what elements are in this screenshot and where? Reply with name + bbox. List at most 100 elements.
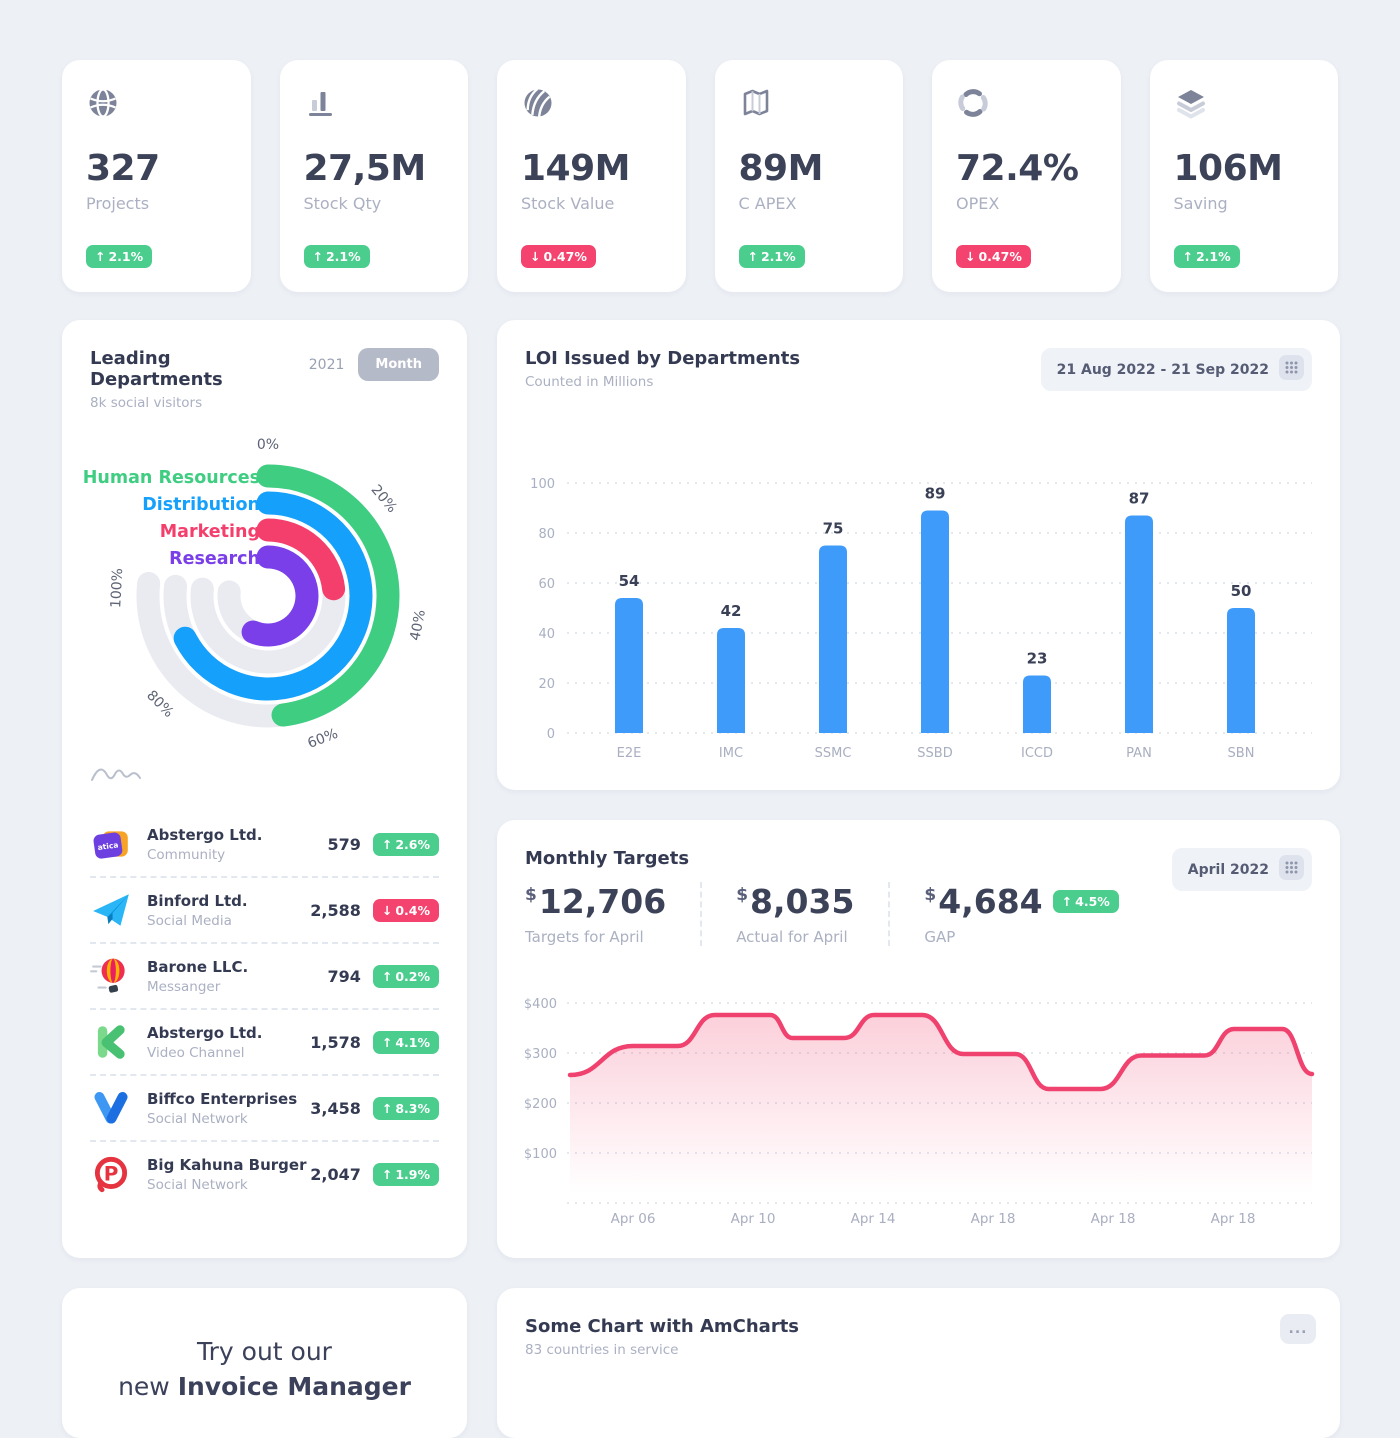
stat-value: 149M [521,148,662,189]
amcharts-header: Some Chart with AmCharts 83 countries in… [497,1288,1340,1358]
bar-value-label: 50 [1231,582,1252,600]
company-name: Abstergo Ltd. [147,826,327,844]
radial-scale-label: 20% [368,482,400,516]
stat-value: 27,5M [304,148,445,189]
y-tick-label: 100 [530,477,555,492]
company-name: Abstergo Ltd. [147,1024,310,1042]
x-tick-label: Apr 18 [1211,1211,1256,1227]
bar-IMC [717,628,745,733]
x-tick-label: Apr 18 [1091,1211,1136,1227]
layers-icon [1174,86,1208,120]
company-meta: Abstergo Ltd. Video Channel [147,1024,310,1061]
arrow-up-icon: ↑ [382,837,392,852]
map-icon [739,86,773,120]
y-tick-label: 0 [547,727,555,742]
bar-chart-icon [304,86,338,120]
company-value: 794 [327,967,360,986]
trend-badge: ↑0.2% [373,965,439,988]
legend-label: Distribution [62,492,260,519]
ellipsis-menu-button[interactable]: ... [1280,1314,1316,1344]
trend-badge: ↓0.47% [521,245,596,268]
arrow-up-icon: ↑ [382,1035,392,1050]
arrow-up-icon: ↑ [1183,249,1193,264]
arrow-down-icon: ↓ [530,249,540,264]
y-tick-label: 60 [538,577,555,592]
leading-departments-header: Leading Departments 8k social visitors 2… [62,320,467,411]
radial-scale-label: 0% [257,437,279,453]
card-title: Leading Departments [90,348,309,390]
bar-SSMC [819,546,847,734]
trend-badge: ↑2.1% [1174,245,1240,268]
loi-chart-card: LOI Issued by Departments Counted in Mil… [497,320,1340,790]
invoice-promo-card[interactable]: Try out our new Invoice Manager [62,1288,467,1438]
company-value: 1,578 [310,1033,361,1052]
company-meta: Barone LLC. Messanger [147,958,327,995]
company-meta: Binford Ltd.Social Media [147,892,310,929]
radial-arc-research [253,557,307,635]
monthly-targets-card: Monthly Targets April 2022 $12,706 Targe… [497,820,1340,1258]
company-name: Biffco Enterprises [147,1090,310,1108]
trend-badge: ↑8.3% [373,1097,439,1120]
v-logo-icon [90,1087,132,1129]
company-value: 579 [327,835,360,854]
stat-card-stock-value: 149M Stock Value ↓0.47% [497,60,686,292]
balloon-icon [90,955,132,997]
globe-icon [86,86,120,120]
stat-cards-row: 327 Projects ↑2.1% 27,5M Stock Qty ↑2.1% 149… [62,60,1338,292]
x-category-label: SSBD [917,746,952,761]
company-category: Messanger [147,979,327,995]
bar-SBN [1227,608,1255,733]
stat-value: 89M [739,148,880,189]
trend-badge: ↑2.1% [86,245,152,268]
x-category-label: IMC [719,746,743,761]
trend-badge: ↑2.6% [373,833,439,856]
atica-logo-icon: atica [90,823,132,865]
bar-value-label: 89 [925,485,946,503]
arrow-down-icon: ↓ [382,903,392,918]
arrow-up-icon: ↑ [95,249,105,264]
card-subtitle: 8k social visitors [90,395,309,411]
bar-E2E [615,598,643,733]
radial-scale-label: 100% [108,568,126,609]
company-name: Barone LLC. [147,958,327,976]
trend-badge: ↑4.1% [373,1031,439,1054]
company-value: 2,047 [310,1165,361,1184]
y-tick-label: $200 [524,1097,557,1112]
arrow-up-icon: ↑ [313,249,323,264]
arrow-up-icon: ↑ [382,969,392,984]
trend-badge: ↓0.4% [373,899,439,922]
year-label: 2021 [309,357,345,373]
company-meta: Abstergo Ltd.Community [147,826,327,863]
stat-label: Stock Value [521,194,662,213]
svg-text:P: P [104,1161,119,1185]
company-category: Video Channel [147,1045,310,1061]
y-tick-label: 40 [538,627,555,642]
stat-value: 327 [86,148,227,189]
company-name: Binford Ltd. [147,892,310,910]
stat-label: Stock Qty [304,194,445,213]
stat-label: OPEX [956,194,1097,213]
stat-label: Projects [86,194,227,213]
arrow-up-icon: ↑ [382,1101,392,1116]
company-category: Social Network [147,1111,310,1127]
trend-badge: ↑1.9% [373,1163,439,1186]
arrow-up-icon: ↑ [382,1167,392,1182]
stat-value: 106M [1174,148,1315,189]
promo-line-2: new Invoice Manager [62,1369,467,1404]
x-category-label: SSMC [815,746,852,761]
period-month-button[interactable]: Month [358,348,439,381]
yarn-icon [521,86,555,120]
stat-card-opex: 72.4%OPEX↓0.47% [932,60,1121,292]
radial-scale-label: 80% [143,688,176,721]
